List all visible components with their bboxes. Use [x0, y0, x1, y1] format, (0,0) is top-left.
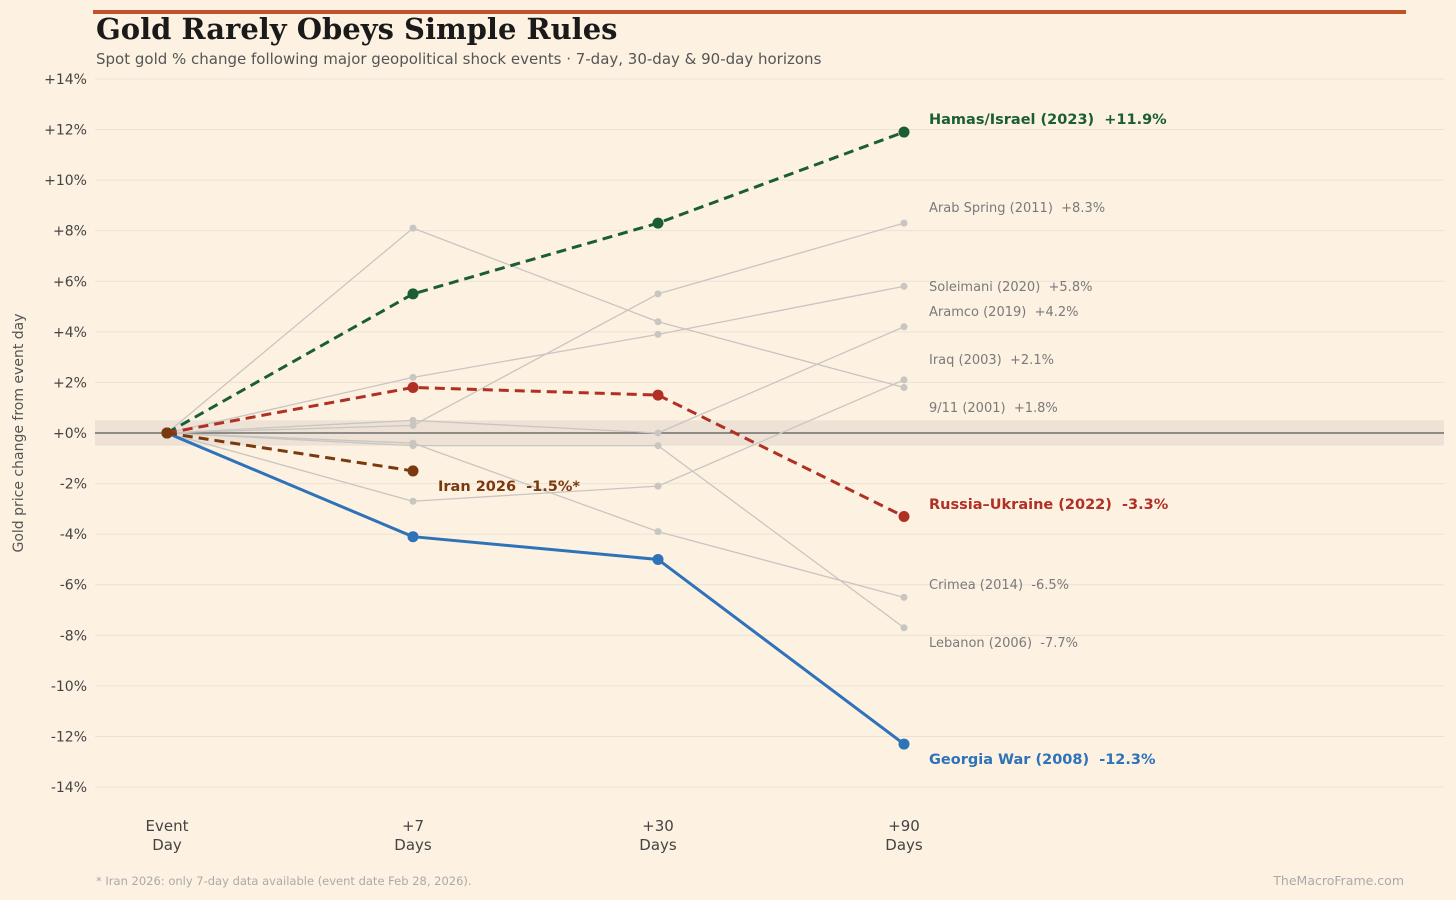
x-tick-label: Event	[146, 817, 189, 835]
series-label: Arab Spring (2011) +8.3%	[929, 201, 1105, 216]
accent-bar	[93, 10, 1406, 14]
y-tick-label: -12%	[51, 729, 87, 745]
data-point	[900, 323, 908, 331]
data-point	[654, 482, 662, 490]
series-line	[166, 285, 905, 434]
y-tick-label: -14%	[51, 780, 87, 796]
y-tick-label: +8%	[53, 224, 87, 240]
series-line	[166, 222, 905, 434]
y-tick-label: +0%	[53, 426, 87, 442]
series-line	[166, 379, 905, 502]
series-label: Crimea (2014) -6.5%	[929, 578, 1069, 593]
series-lebanon-2006-: Lebanon (2006) -7.7%	[163, 429, 1078, 651]
data-point	[654, 330, 662, 338]
y-tick-label: +14%	[44, 72, 87, 88]
data-point	[900, 593, 908, 601]
y-tick-label: +2%	[53, 375, 87, 391]
data-point	[409, 224, 417, 232]
series-label: Russia–Ukraine (2022) -3.3%	[929, 497, 1169, 513]
series-line	[166, 227, 905, 434]
series-aramco-2019-: Aramco (2019) +4.2%	[163, 305, 1079, 437]
x-tick-label: Days	[394, 836, 432, 854]
data-point	[409, 416, 417, 424]
y-tick-label: +4%	[53, 325, 87, 341]
data-point	[409, 373, 417, 381]
series-russia-ukraine-2022-: Russia–Ukraine (2022) -3.3%	[161, 381, 1169, 522]
x-tick-label: +90	[888, 817, 920, 835]
x-tick-label: Days	[639, 836, 677, 854]
y-tick-label: -4%	[60, 527, 87, 543]
y-axis-label: Gold price change from event day	[11, 313, 27, 552]
series-line	[166, 385, 905, 518]
series-label: Iran 2026 -1.5%*	[438, 479, 580, 495]
x-tick-label: +7	[402, 817, 424, 835]
origin-point	[161, 427, 173, 439]
data-point	[407, 381, 419, 393]
source-credit: TheMacroFrame.com	[1273, 873, 1404, 888]
series-line	[166, 432, 905, 629]
series-soleimani-2020-: Soleimani (2020) +5.8%	[163, 280, 1092, 437]
series-line	[166, 431, 414, 473]
data-point	[900, 383, 908, 391]
data-point	[652, 389, 664, 401]
y-tick-label: +6%	[53, 274, 87, 290]
series-georgia-war-2008-: Georgia War (2008) -12.3%	[161, 427, 1156, 768]
series-label: Lebanon (2006) -7.7%	[929, 636, 1078, 651]
data-point	[409, 421, 417, 429]
chart-subtitle: Spot gold % change following major geopo…	[96, 50, 822, 68]
series-line	[166, 431, 905, 746]
data-point	[900, 219, 908, 227]
data-point	[900, 624, 908, 632]
series-label: 9/11 (2001) +1.8%	[929, 401, 1058, 416]
y-tick-label: -6%	[60, 578, 87, 594]
data-point	[654, 528, 662, 536]
data-point	[900, 282, 908, 290]
series-line	[166, 130, 905, 435]
data-point	[898, 510, 910, 522]
footnote: * Iran 2026: only 7-day data available (…	[96, 874, 472, 888]
data-point	[654, 442, 662, 450]
x-tick-label: +30	[642, 817, 674, 835]
series-label: Aramco (2019) +4.2%	[929, 305, 1079, 320]
data-point	[900, 376, 908, 384]
series-label: Iraq (2003) +2.1%	[929, 353, 1054, 368]
data-point	[407, 465, 419, 477]
series-arab-spring-2011-: Arab Spring (2011) +8.3%	[163, 201, 1105, 437]
series-crimea-2014-: Crimea (2014) -6.5%	[163, 429, 1069, 601]
y-tick-label: -10%	[51, 679, 87, 695]
series-label: Soleimani (2020) +5.8%	[929, 280, 1092, 295]
data-point	[409, 497, 417, 505]
data-point	[652, 217, 664, 229]
data-point	[652, 553, 664, 565]
y-tick-label: -2%	[60, 477, 87, 493]
data-point	[654, 318, 662, 326]
x-tick-label: Days	[885, 836, 923, 854]
data-point	[898, 738, 910, 750]
y-tick-label: -8%	[60, 628, 87, 644]
series-line	[166, 326, 905, 434]
data-point	[409, 442, 417, 450]
data-point	[654, 429, 662, 437]
data-point	[898, 126, 910, 138]
series-iran-2026: Iran 2026 -1.5%*	[161, 427, 580, 495]
y-tick-label: +12%	[44, 123, 87, 139]
data-point	[407, 288, 419, 300]
chart-title: Gold Rarely Obeys Simple Rules	[96, 12, 618, 46]
series-label: Georgia War (2008) -12.3%	[929, 752, 1156, 768]
series-9-11-2001-: 9/11 (2001) +1.8%	[163, 224, 1058, 437]
x-tick-label: Day	[152, 836, 182, 854]
data-point	[407, 531, 419, 543]
data-point	[654, 290, 662, 298]
series-hamas-israel-2023-: Hamas/Israel (2023) +11.9%	[161, 112, 1167, 439]
series-label: Hamas/Israel (2023) +11.9%	[929, 112, 1167, 128]
series-line	[166, 432, 905, 599]
y-tick-label: +10%	[44, 173, 87, 189]
